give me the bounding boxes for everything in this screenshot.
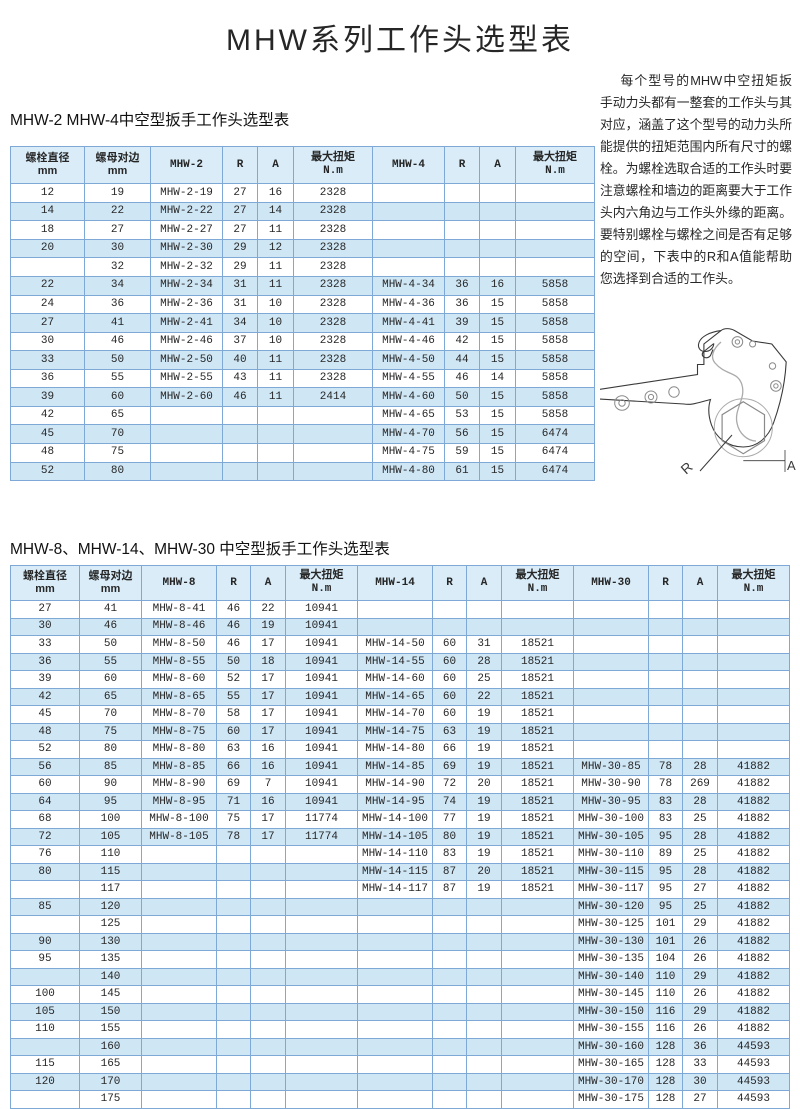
svg-text:R: R xyxy=(677,459,695,475)
svg-text:A: A xyxy=(787,458,796,473)
